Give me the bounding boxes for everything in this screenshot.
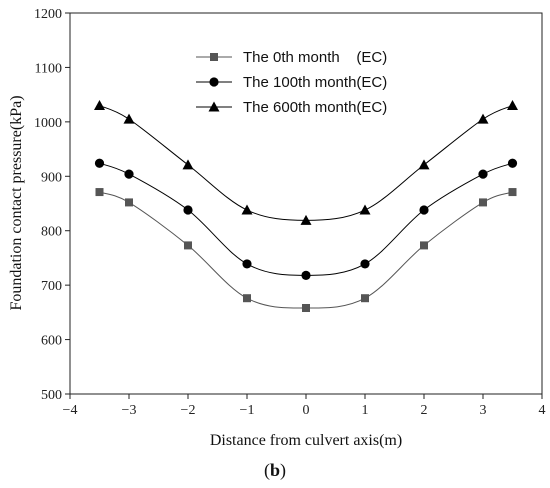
- data-point-square: [302, 304, 310, 313]
- data-point-square: [95, 188, 104, 197]
- data-point-circle: [478, 169, 488, 179]
- y-tick-label: 600: [41, 334, 62, 349]
- x-axis-title: Distance from culvert axis(m): [210, 432, 402, 449]
- legend-item: The 100th month(EC): [196, 74, 387, 91]
- y-tick-label: 1000: [34, 116, 62, 131]
- legend-item: The 600th month(EC): [196, 99, 387, 116]
- caption-close-paren: ): [280, 460, 286, 481]
- data-point-triangle: [123, 113, 135, 124]
- x-tick-label: 2: [421, 403, 428, 418]
- data-point-square: [243, 294, 251, 303]
- y-tick-label: 500: [41, 388, 62, 403]
- figure-caption: (b): [264, 460, 286, 481]
- x-tick-label: 4: [539, 403, 546, 418]
- data-point-circle: [419, 205, 429, 215]
- data-point-square: [125, 198, 133, 207]
- data-point-triangle: [418, 159, 430, 170]
- x-tick-label: −2: [181, 403, 196, 418]
- data-point-circle: [301, 270, 311, 280]
- data-point-circle: [242, 259, 252, 269]
- legend-label: The 0th month (EC): [243, 49, 387, 66]
- legend: The 0th month (EC) The 100th month(EC) The…: [196, 49, 387, 116]
- x-axis-ticks: −4 −3 −2 −1 0 1 2 3 4: [63, 394, 546, 418]
- legend-item: The 0th month (EC): [196, 49, 387, 66]
- legend-marker-triangle: [208, 101, 220, 112]
- series-circle: [94, 158, 518, 280]
- x-tick-label: −4: [63, 403, 78, 418]
- y-tick-label: 800: [41, 225, 62, 240]
- series-layer: [94, 100, 518, 313]
- data-point-square: [420, 241, 428, 250]
- data-point-square: [508, 188, 517, 197]
- legend-marker-square: [210, 53, 218, 61]
- y-axis-title: Foundation contact pressure(kPa): [8, 95, 25, 310]
- y-tick-label: 900: [41, 170, 62, 185]
- legend-marker-circle: [209, 77, 219, 87]
- data-point-square: [479, 198, 487, 207]
- data-point-circle: [183, 205, 193, 215]
- y-tick-label: 1200: [34, 7, 62, 22]
- data-point-triangle: [507, 100, 518, 111]
- legend-label: The 100th month(EC): [243, 74, 387, 91]
- data-point-triangle: [241, 204, 253, 215]
- data-point-square: [184, 241, 192, 250]
- y-axis-ticks: 500 600 700 800 900 1000 1100 1200: [34, 7, 70, 403]
- caption-letter: b: [270, 460, 280, 480]
- series-triangle: [94, 100, 518, 225]
- x-tick-label: 0: [303, 403, 310, 418]
- data-point-circle: [124, 169, 134, 179]
- y-tick-label: 700: [41, 279, 62, 294]
- data-point-circle: [94, 158, 105, 168]
- x-tick-label: −1: [240, 403, 255, 418]
- data-point-triangle: [182, 159, 194, 170]
- data-point-square: [361, 294, 369, 303]
- legend-label: The 600th month(EC): [243, 99, 387, 116]
- data-point-circle: [360, 259, 370, 269]
- data-point-triangle: [94, 100, 105, 111]
- series-line: [99, 105, 513, 221]
- data-point-triangle: [477, 113, 489, 124]
- series-line: [99, 191, 513, 309]
- caption-open-paren: (: [264, 460, 270, 481]
- data-point-circle: [507, 158, 518, 168]
- data-point-triangle: [300, 214, 312, 225]
- plot-frame: [69, 12, 543, 395]
- y-tick-label: 1100: [35, 61, 62, 76]
- series-square: [95, 188, 517, 313]
- data-point-triangle: [359, 204, 371, 215]
- x-tick-label: 3: [480, 403, 487, 418]
- x-tick-label: −3: [122, 403, 137, 418]
- x-tick-label: 1: [362, 403, 369, 418]
